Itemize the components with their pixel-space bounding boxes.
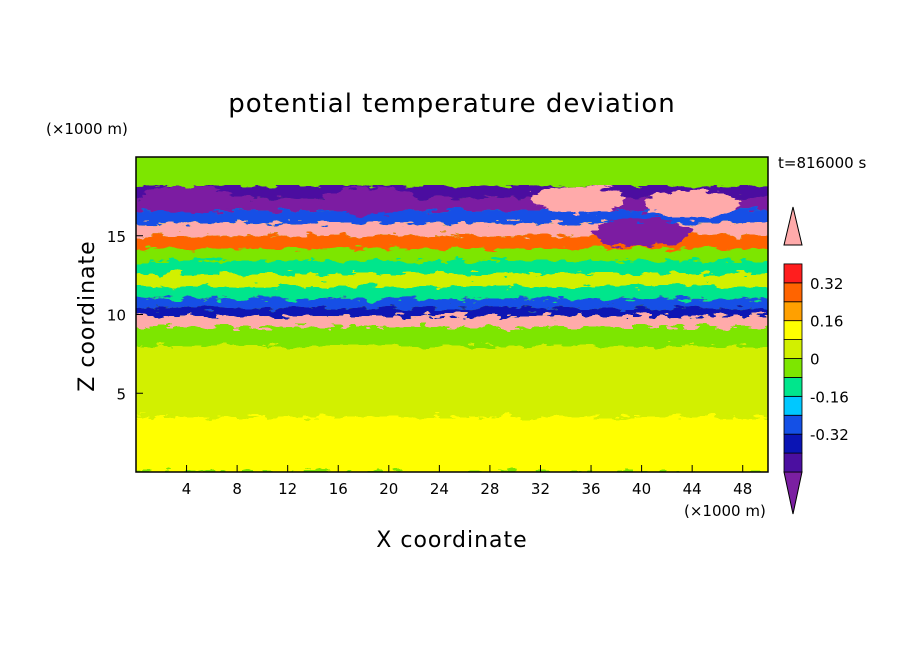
x-tick-label: 24 — [430, 480, 449, 498]
x-axis-ticks: 4 8 12 16 20 24 28 32 36 40 44 48 — [182, 465, 752, 498]
contour-field — [136, 157, 768, 472]
feature-warm-1 — [644, 190, 741, 219]
x-tick-label: 8 — [232, 480, 242, 498]
band-8 — [136, 286, 768, 299]
x-tick-label: 12 — [278, 480, 297, 498]
colorbar-swatch — [783, 452, 803, 473]
colorbar-tick-label: -0.32 — [810, 426, 849, 444]
feature-cold-4 — [593, 218, 690, 247]
y-unit-label: (×1000 m) — [46, 120, 128, 138]
colorbar-tick-label: 0.32 — [810, 275, 843, 293]
colorbar-swatch — [783, 320, 803, 340]
colorbar-swatch — [783, 339, 803, 359]
band-14 — [136, 416, 768, 472]
x-tick-label: 4 — [182, 480, 192, 498]
x-tick-label: 28 — [480, 480, 499, 498]
band-10 — [136, 308, 768, 317]
band-6 — [136, 260, 768, 274]
x-tick-label: 40 — [632, 480, 651, 498]
feature-cold-3 — [138, 185, 235, 214]
colorbar-swatch — [783, 358, 803, 378]
colorbar-swatch — [783, 377, 803, 397]
band-7 — [136, 273, 768, 287]
x-axis-label: X coordinate — [376, 528, 527, 553]
band-2 — [136, 210, 768, 224]
y-axis-label: Z coordinate — [75, 240, 100, 391]
x-tick-label: 16 — [329, 480, 348, 498]
band-group — [136, 185, 768, 472]
colorbar-upper-arrow — [783, 206, 803, 246]
y-tick-label: 10 — [107, 307, 126, 325]
y-axis-ticks: 5 10 15 — [107, 228, 143, 403]
colorbar-swatch — [783, 433, 803, 454]
x-tick-label: 44 — [683, 480, 702, 498]
y-tick-label: 5 — [116, 385, 126, 403]
band-9 — [136, 298, 768, 309]
band-12 — [136, 327, 768, 346]
time-label: t=816000 s — [778, 154, 866, 172]
chart-title: potential temperature deviation — [228, 89, 675, 119]
colorbar-tick-label: 0 — [810, 351, 820, 369]
colorbar-tick-label: 0.16 — [810, 313, 843, 331]
colorbar-swatch — [783, 282, 803, 303]
colorbar-lower-arrow — [783, 471, 803, 515]
x-unit-label: (×1000 m) — [684, 502, 766, 520]
feature-cold-2 — [321, 187, 418, 216]
colorbar: -0.32 -0.16 0 0.16 0.32 — [783, 206, 849, 515]
x-tick-label: 48 — [733, 480, 752, 498]
colorbar-swatch — [783, 263, 803, 284]
colorbar-swatch — [783, 301, 803, 322]
x-tick-label: 20 — [379, 480, 398, 498]
x-tick-label: 32 — [531, 480, 550, 498]
x-tick-label: 36 — [581, 480, 600, 498]
y-tick-label: 15 — [107, 228, 126, 246]
band-13 — [136, 346, 768, 417]
feature-warm-0 — [530, 185, 627, 214]
band-11 — [136, 316, 768, 328]
band-5 — [136, 248, 768, 261]
colorbar-swatch — [783, 414, 803, 435]
colorbar-tick-label: -0.16 — [810, 388, 849, 406]
colorbar-swatch — [783, 395, 803, 416]
